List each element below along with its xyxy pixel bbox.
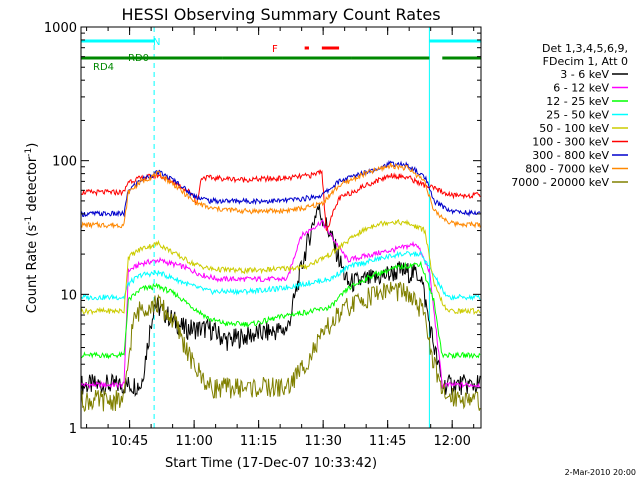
status-bar-label-rd0: RD0 <box>128 53 149 64</box>
x-tick-label: 11:30 <box>304 434 341 449</box>
y-tick-label: 10 <box>60 288 77 303</box>
x-axis-label: Start Time (17-Dec-07 10:33:42) <box>165 456 377 471</box>
series-line-3-6-kev <box>80 203 481 398</box>
y-tick-label: 1 <box>69 422 77 437</box>
x-tick-label: 11:15 <box>240 434 277 449</box>
legend-entry-label: 3 - 6 keV <box>560 68 609 81</box>
legend-entry-label: 7000 - 20000 keV <box>511 176 609 189</box>
legend-entry-label: 800 - 7000 keV <box>525 163 609 176</box>
series-line-300-800-kev <box>80 159 481 218</box>
chart-title: HESSI Observing Summary Count Rates <box>121 5 440 24</box>
y-tick-label: 1000 <box>44 21 77 36</box>
y-axis-label-part2: detector <box>25 156 40 216</box>
y-axis-label-sup2: -1 <box>24 148 34 157</box>
axes: 1 10 100 1000 10:45 11:00 11:15 11:30 11:45 12:00 <box>44 21 482 449</box>
legend-entry-label: 12 - 25 keV <box>546 95 609 108</box>
series-line-7000-20000-kev <box>80 281 481 413</box>
legend-entry-label: 100 - 300 keV <box>532 136 609 149</box>
legend-entry-label: 6 - 12 keV <box>553 82 609 95</box>
series-line-800-7000-kev <box>80 162 481 230</box>
series-lines <box>80 159 481 413</box>
y-axis-label: Count Rate (s-1 detector-1) <box>24 143 40 314</box>
status-bar-label-f: F <box>272 44 278 55</box>
legend-header-line-0: Det 1,3,4,5,6,9, <box>542 42 628 55</box>
y-axis-label-part1: Count Rate (s <box>25 225 40 314</box>
series-line-6-12-kev <box>80 219 481 390</box>
status-bars: N F RD0 RD4 <box>81 37 481 73</box>
y-axis-label-sup1: -1 <box>24 216 34 225</box>
x-tick-label: 11:00 <box>175 434 212 449</box>
legend-entry-label: 50 - 100 keV <box>539 122 609 135</box>
series-line-12-25-kev <box>80 260 481 360</box>
plot-frame <box>80 26 482 429</box>
status-bar-label-rd4: RD4 <box>93 62 114 73</box>
x-tick-label: 11:45 <box>369 434 406 449</box>
x-tick-label: 12:00 <box>433 434 470 449</box>
legend-entry-label: 300 - 800 keV <box>532 149 609 162</box>
status-bar-label-n: N <box>153 37 160 48</box>
legend-header-line-1: FDecim 1, Att 0 <box>543 55 628 68</box>
y-tick-label: 100 <box>52 155 77 170</box>
x-tick-label: 10:45 <box>111 434 148 449</box>
series-line-50-100-kev <box>80 219 481 316</box>
y-axis-label-part3: ) <box>25 143 40 148</box>
legend-entry-label: 25 - 50 keV <box>546 109 609 122</box>
footer-date: 2-Mar-2010 20:00 <box>565 468 636 477</box>
series-line-25-50-kev <box>80 250 481 301</box>
legend: Det 1,3,4,5,6,9,FDecim 1, Att 03 - 6 keV… <box>511 42 628 189</box>
